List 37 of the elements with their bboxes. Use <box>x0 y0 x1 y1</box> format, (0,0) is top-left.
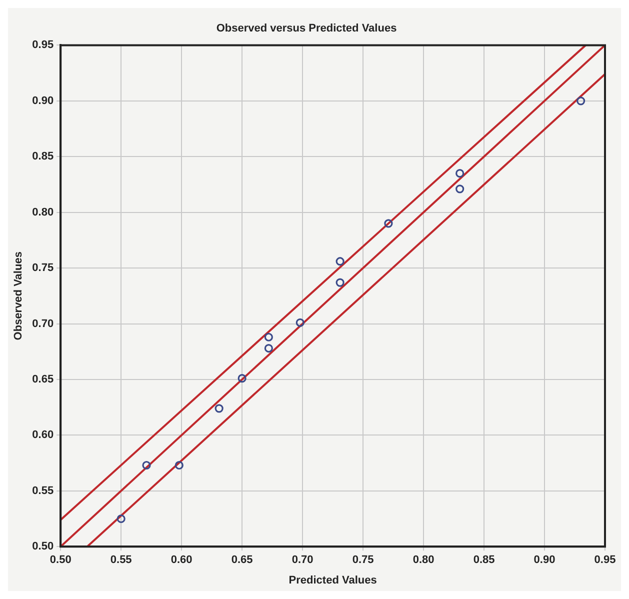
y-tick-label: 0.75 <box>32 262 54 274</box>
y-tick-label: 0.90 <box>32 94 54 107</box>
chart-title: Observed versus Predicted Values <box>216 22 397 35</box>
x-axis-title: Predicted Values <box>288 574 377 586</box>
point <box>296 318 304 327</box>
x-tick-label: 0.95 <box>594 554 616 566</box>
point <box>384 219 393 228</box>
y-tick-label: 0.70 <box>32 318 54 330</box>
point <box>456 184 464 194</box>
x-tick-label: 0.55 <box>110 554 132 566</box>
y-tick-label: 0.50 <box>32 540 54 553</box>
y-axis-title: Observed Values <box>12 252 25 340</box>
point <box>456 169 464 178</box>
x-tick-label: 0.75 <box>352 554 374 566</box>
y-tick-label: 0.80 <box>32 206 54 218</box>
x-tick-label: 0.65 <box>231 554 253 566</box>
point <box>336 278 344 287</box>
y-tick-label: 0.65 <box>32 374 54 386</box>
y-tick-label: 0.95 <box>32 39 54 52</box>
point <box>142 460 151 470</box>
point <box>576 96 586 106</box>
point <box>238 374 246 383</box>
x-tick-label: 0.60 <box>170 554 192 566</box>
point <box>264 344 273 353</box>
point <box>264 332 273 342</box>
x-tick-label: 0.80 <box>412 554 434 566</box>
point <box>116 514 126 524</box>
x-tick-label: 0.50 <box>50 554 72 566</box>
x-tick-label: 0.90 <box>534 554 556 566</box>
y-tick-label: 0.60 <box>32 429 54 442</box>
point <box>174 460 184 470</box>
point <box>336 257 344 266</box>
x-tick-label: 0.70 <box>292 554 314 566</box>
y-tick-label: 0.85 <box>32 150 54 163</box>
point <box>214 404 224 413</box>
y-tick-label: 0.55 <box>32 484 54 497</box>
x-tick-label: 0.85 <box>473 554 495 566</box>
